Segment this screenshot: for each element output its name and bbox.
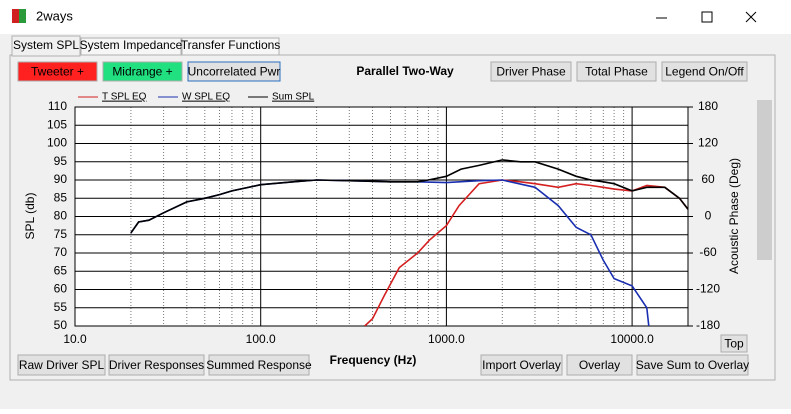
chart-title: Parallel Two-Way <box>356 64 454 78</box>
plot-frame <box>74 106 689 327</box>
y-tick-label: 55 <box>54 300 68 314</box>
y-tick-label: 90 <box>54 172 68 186</box>
button[interactable] <box>720 334 748 353</box>
maximize-button[interactable] <box>701 11 713 23</box>
button[interactable] <box>480 354 563 376</box>
button[interactable] <box>566 354 633 376</box>
y-tick-label: 100 <box>47 136 67 150</box>
button-label[interactable]: Legend On/Off <box>665 65 744 79</box>
legend-label: W SPL EQ <box>182 92 230 103</box>
y-axis-label: SPL (db) <box>23 193 37 240</box>
button-label[interactable]: Save Sum to Overlay <box>636 358 749 372</box>
tab[interactable] <box>80 37 182 56</box>
y-tick-label: 80 <box>54 209 68 223</box>
series-line <box>130 159 688 234</box>
button-label[interactable]: Overlay <box>579 358 620 372</box>
tab[interactable] <box>11 35 81 57</box>
button-label[interactable]: Summed Response <box>206 358 312 372</box>
button[interactable] <box>108 354 205 376</box>
tab-label[interactable]: System SPL <box>13 38 79 52</box>
button[interactable] <box>187 61 281 82</box>
y2-tick-label: -180 <box>696 318 720 332</box>
y-tick-label: 105 <box>47 117 67 131</box>
scroll-thumb[interactable] <box>757 100 772 260</box>
x-tick-label: 10000.0 <box>610 332 654 346</box>
legend-label: Sum SPL <box>272 92 315 103</box>
legend-label: T SPL EQ <box>102 92 147 103</box>
window-title: 2ways <box>36 8 73 23</box>
x-tick-label: 1000.0 <box>428 332 465 346</box>
y-tick-label: 95 <box>54 154 68 168</box>
tab-label[interactable]: System Impedance <box>80 38 183 52</box>
y-tick-label: 110 <box>48 99 67 113</box>
y-tick-label: 50 <box>54 318 68 332</box>
button-label[interactable]: Raw Driver SPL <box>19 358 105 372</box>
button[interactable] <box>17 354 106 376</box>
x-axis-label: Frequency (Hz) <box>330 353 417 367</box>
button[interactable] <box>490 61 572 82</box>
y-tick-label: 75 <box>54 227 68 241</box>
tab-label[interactable]: Transfer Functions <box>181 38 281 52</box>
y-tick-label: 85 <box>54 190 68 204</box>
y-tick-label: 60 <box>54 282 68 296</box>
button[interactable] <box>102 61 183 82</box>
y2-tick-label: -60 <box>699 245 717 259</box>
y2-tick-label: 120 <box>698 136 718 150</box>
button[interactable] <box>636 354 749 376</box>
button-label[interactable]: Import Overlay <box>482 358 561 372</box>
x-tick-label: 10.0 <box>63 332 87 346</box>
y-tick-label: 65 <box>54 263 68 277</box>
button[interactable] <box>661 61 748 82</box>
button-label[interactable]: Top <box>724 337 744 351</box>
button[interactable] <box>208 354 310 376</box>
button[interactable] <box>576 61 657 82</box>
y-tick-label: 70 <box>54 245 68 259</box>
button-label[interactable]: Driver Responses <box>109 358 204 372</box>
button-label[interactable]: Driver Phase <box>496 65 566 79</box>
button-label[interactable]: Total Phase <box>585 65 648 79</box>
button-label[interactable]: Midrange + <box>112 65 172 79</box>
y2-tick-label: 180 <box>698 99 718 113</box>
y2-axis-label: Acoustic Phase (Deg) <box>727 158 741 274</box>
button[interactable] <box>17 61 98 82</box>
x-tick-label: 100.0 <box>246 332 276 346</box>
tab[interactable] <box>181 37 280 56</box>
button-label[interactable]: Uncorrelated Pwr <box>188 65 281 79</box>
y2-tick-label: 60 <box>701 172 715 186</box>
y2-tick-label: -120 <box>696 282 720 296</box>
series-line <box>364 179 688 326</box>
close-button[interactable] <box>745 11 757 23</box>
button-label[interactable]: Tweeter + <box>31 65 84 79</box>
title-bar <box>0 0 791 34</box>
y2-tick-label: 0 <box>705 209 712 223</box>
app-icon-part <box>12 9 19 23</box>
